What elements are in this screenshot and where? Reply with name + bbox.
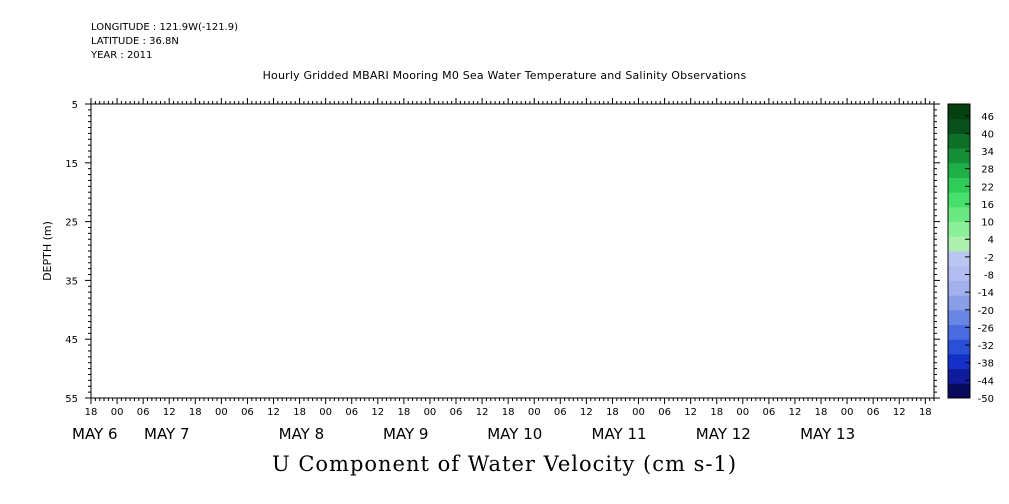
colorbar-swatch — [948, 251, 970, 267]
colorbar-label: -14 — [978, 288, 994, 299]
x-tick-label: 06 — [867, 407, 880, 418]
colorbar-swatch — [948, 148, 970, 164]
colorbar-label: -32 — [978, 341, 994, 352]
x-axis: 18 00 06 12 18 00 06 12 18 00 06 12 18 00 06 12 18 00 06 12… — [72, 98, 935, 443]
colorbar-label: -8 — [984, 271, 994, 282]
colorbar-swatch — [948, 118, 970, 134]
colorbar-label: -44 — [978, 376, 994, 387]
y-tick-label: 45 — [65, 335, 78, 346]
x-day-label: MAY 11 — [592, 425, 647, 443]
x-tick-label: 06 — [658, 407, 671, 418]
x-tick-label: 18 — [189, 407, 202, 418]
x-tick-label: 18 — [502, 407, 515, 418]
colorbar-label: -38 — [978, 359, 994, 370]
colorbar-swatch — [948, 280, 970, 296]
y-axis: 5 15 25 35 45 55 — [65, 100, 940, 405]
colorbar-label: 34 — [981, 147, 994, 158]
y-tick-label: 15 — [65, 159, 78, 170]
x-tick-label: 18 — [606, 407, 619, 418]
colorbar-swatch — [948, 309, 970, 325]
colorbar: 46 40 34 28 22 16 10 4 -2 -8 -14 -20 -26 -32 -38 -44 -50 — [947, 103, 994, 405]
longitude-label: LONGITUDE : 121.9W(-121.9) — [91, 22, 238, 33]
x-day-label: MAY 6 — [72, 425, 118, 443]
x-tick-label: 00 — [111, 407, 124, 418]
x-tick-label: 00 — [632, 407, 645, 418]
colorbar-label: 22 — [981, 182, 994, 193]
x-tick-label: 18 — [815, 407, 828, 418]
x-tick-label: 06 — [554, 407, 567, 418]
colorbar-label: 16 — [981, 200, 994, 211]
x-tick-label: 06 — [450, 407, 463, 418]
colorbar-label: -2 — [984, 253, 994, 264]
colorbar-label: 4 — [988, 235, 994, 246]
colorbar-label: 40 — [981, 129, 994, 140]
colorbar-label: 46 — [981, 112, 994, 123]
x-tick-label: 06 — [137, 407, 150, 418]
x-tick-label: 18 — [293, 407, 306, 418]
variable-label: U Component of Water Velocity (cm s-1) — [271, 452, 738, 476]
x-day-label: MAY 7 — [144, 425, 190, 443]
x-tick-label: 12 — [163, 407, 176, 418]
x-tick-label: 12 — [476, 407, 489, 418]
x-tick-label: 00 — [528, 407, 541, 418]
x-tick-label: 00 — [424, 407, 437, 418]
colorbar-swatch — [948, 104, 970, 120]
colorbar-frame — [947, 103, 971, 399]
x-tick-label: 12 — [684, 407, 697, 418]
x-tick-label: 06 — [763, 407, 776, 418]
colorbar-label: -26 — [978, 323, 994, 334]
x-tick-label: 12 — [893, 407, 906, 418]
y-tick-label: 25 — [65, 218, 78, 229]
x-tick-label: 12 — [580, 407, 593, 418]
colorbar-swatch — [948, 383, 970, 399]
colorbar-swatch — [948, 368, 970, 384]
colorbar-swatch — [948, 295, 970, 311]
x-tick-label: 00 — [319, 407, 332, 418]
x-day-label: MAY 12 — [696, 425, 751, 443]
colorbar-swatch — [948, 339, 970, 355]
x-day-label: MAY 10 — [487, 425, 542, 443]
x-tick-label: 00 — [736, 407, 749, 418]
x-tick-label: 18 — [919, 407, 932, 418]
x-tick-label: 00 — [215, 407, 228, 418]
x-tick-label: 18 — [397, 407, 410, 418]
colorbar-swatch — [948, 192, 970, 208]
colorbar-label: 10 — [981, 218, 994, 229]
colorbar-label: -20 — [978, 306, 994, 317]
x-tick-label: 06 — [241, 407, 254, 418]
colorbar-swatch — [948, 206, 970, 223]
colorbar-swatch — [948, 133, 970, 149]
y-tick-label: 55 — [65, 394, 78, 405]
colorbar-swatch — [948, 162, 970, 178]
x-tick-label: 12 — [789, 407, 802, 418]
colorbar-swatch — [948, 177, 970, 193]
colorbar-swatch — [948, 221, 970, 237]
x-day-label: MAY 8 — [279, 425, 325, 443]
y-tick-label: 35 — [65, 276, 78, 287]
latitude-label: LATITUDE : 36.8N — [91, 36, 179, 47]
x-tick-label: 12 — [267, 407, 280, 418]
x-tick-label: 18 — [710, 407, 723, 418]
x-tick-label: 06 — [345, 407, 358, 418]
y-tick-label: 5 — [72, 100, 78, 111]
colorbar-label: -50 — [978, 394, 994, 405]
year-label: YEAR : 2011 — [91, 50, 153, 61]
colorbar-swatch — [948, 324, 970, 340]
x-day-label: MAY 9 — [383, 425, 429, 443]
colorbar-swatch — [948, 353, 970, 370]
chart-title: Hourly Gridded MBARI Mooring M0 Sea Wate… — [262, 69, 747, 82]
plot-frame — [90, 103, 935, 399]
x-tick-label: 00 — [841, 407, 854, 418]
colorbar-swatch — [948, 265, 970, 281]
x-day-label: MAY 13 — [800, 425, 855, 443]
y-axis-label: DEPTH (m) — [41, 221, 54, 281]
colorbar-label: 28 — [981, 165, 994, 176]
x-tick-label: 12 — [371, 407, 384, 418]
colorbar-swatch — [948, 236, 970, 252]
x-tick-label: 18 — [85, 407, 98, 418]
